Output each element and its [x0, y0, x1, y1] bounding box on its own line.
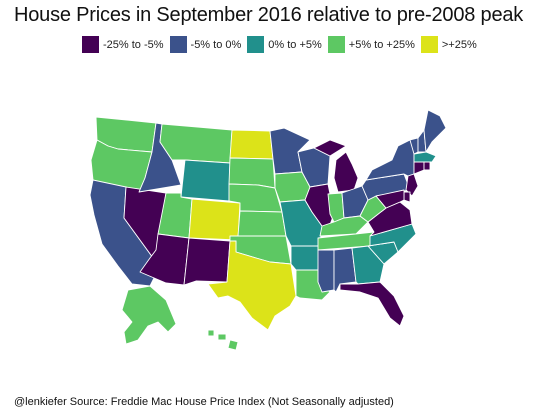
legend-swatch	[169, 36, 187, 53]
state-nm	[183, 237, 231, 286]
state-hi	[207, 329, 239, 351]
legend-swatch	[82, 36, 99, 53]
legend-swatch	[247, 36, 265, 53]
state-mi	[313, 139, 359, 193]
legend-item: -25% to -5%	[82, 36, 164, 53]
legend-label: -5% to 0%	[190, 38, 242, 51]
state-sd	[228, 157, 276, 189]
state-mt	[159, 123, 233, 164]
legend-swatch	[420, 36, 438, 53]
state-ms	[317, 249, 335, 293]
legend: -25% to -5% -5% to 0% 0% to +5% +5% to +…	[82, 36, 483, 53]
state-ri	[423, 161, 431, 171]
legend-label: >+25%	[441, 38, 477, 51]
legend-label: -25% to -5%	[103, 38, 164, 51]
legend-label: +5% to +25%	[348, 38, 415, 51]
legend-item: >+25%	[420, 36, 477, 53]
legend-item: 0% to +5%	[247, 36, 322, 53]
state-nd	[229, 129, 274, 160]
state-fl	[339, 281, 405, 327]
state-ak	[121, 285, 177, 345]
legend-label: 0% to +5%	[268, 38, 322, 51]
legend-swatch	[327, 36, 345, 53]
state-de	[403, 191, 411, 203]
source-caption: @lenkiefer Source: Freddie Mac House Pri…	[14, 396, 394, 408]
state-ks	[237, 210, 287, 237]
state-me	[423, 109, 447, 153]
state-co	[188, 198, 241, 241]
state-ct	[413, 161, 425, 175]
state-ma	[413, 151, 437, 163]
state-nj	[405, 173, 419, 197]
legend-item: -5% to 0%	[169, 36, 242, 53]
state-wy	[180, 159, 231, 202]
state-ny	[365, 139, 415, 181]
state-tx	[207, 240, 297, 331]
legend-item: +5% to +25%	[327, 36, 415, 53]
map-title: House Prices in September 2016 relative …	[14, 4, 524, 26]
state-nc	[367, 223, 417, 253]
state-md	[375, 189, 405, 209]
state-ar	[290, 245, 321, 271]
